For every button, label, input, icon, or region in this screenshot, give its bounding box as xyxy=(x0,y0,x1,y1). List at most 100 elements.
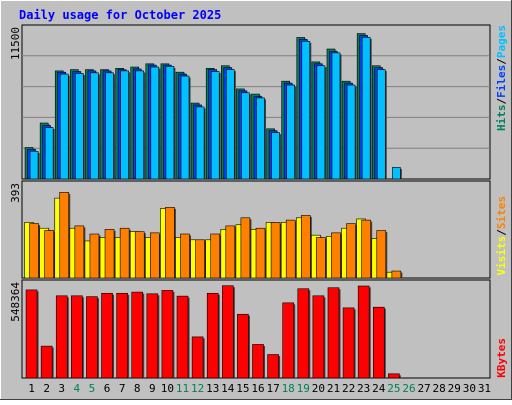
x-tick-label-day-4: 4 xyxy=(74,382,81,395)
bar-pages-day-18 xyxy=(286,84,295,180)
legend-part: Sites xyxy=(495,196,508,229)
bar-kbytes-day-8 xyxy=(131,291,144,379)
x-tick-label-day-3: 3 xyxy=(58,382,65,395)
bar-kbytes-day-19 xyxy=(297,288,310,379)
bar-sites-day-16 xyxy=(255,227,266,279)
bar-kbytes-day-20 xyxy=(312,295,325,379)
x-tick-label-day-2: 2 xyxy=(43,382,50,395)
x-tick-label-day-9: 9 xyxy=(149,382,156,395)
bar-kbytes-day-10 xyxy=(161,290,174,379)
x-tick-label-day-20: 20 xyxy=(312,382,325,395)
legend-part: / xyxy=(495,58,508,65)
bar-kbytes-day-13 xyxy=(206,292,219,379)
bar-kbytes-day-9 xyxy=(146,293,159,379)
bar-marks xyxy=(24,33,403,379)
bar-pages-day-8 xyxy=(135,70,145,180)
bar-kbytes-day-1 xyxy=(25,289,38,379)
legend-part: / xyxy=(495,98,508,105)
x-tick-label-day-23: 23 xyxy=(357,382,370,395)
bar-pages-day-21 xyxy=(331,52,341,180)
x-tick-label-day-13: 13 xyxy=(206,382,219,395)
y-max-label-hits: 11500 xyxy=(9,27,22,60)
bar-pages-day-9 xyxy=(150,66,160,180)
bar-sites-day-6 xyxy=(104,229,115,279)
bar-kbytes-day-23 xyxy=(357,285,370,379)
bar-kbytes-day-4 xyxy=(71,295,83,379)
x-tick-label-day-16: 16 xyxy=(251,382,264,395)
legend-part: Pages xyxy=(495,25,508,58)
bar-pages-day-13 xyxy=(210,71,220,180)
bar-pages-day-25 xyxy=(392,167,401,180)
x-tick-label-day-26: 26 xyxy=(402,382,415,395)
bar-pages-day-5 xyxy=(90,72,99,180)
bar-kbytes-day-7 xyxy=(116,292,128,379)
bar-sites-day-14 xyxy=(225,225,236,279)
bar-pages-day-6 xyxy=(105,72,114,180)
x-tick-label-day-14: 14 xyxy=(221,382,235,395)
x-tick-label-day-1: 1 xyxy=(28,382,35,395)
x-tick-label-day-29: 29 xyxy=(448,382,461,395)
bar-sites-day-22 xyxy=(346,223,356,279)
x-tick-label-day-11: 11 xyxy=(176,382,189,395)
bar-sites-day-2 xyxy=(44,230,54,279)
y-axis-labels: 11500 393 548364 xyxy=(9,27,22,322)
legend-part: / xyxy=(495,229,508,236)
bar-kbytes-day-11 xyxy=(176,295,189,379)
bar-kbytes-day-18 xyxy=(282,302,294,379)
legend-label-panel-3: KBytes xyxy=(495,338,508,378)
bar-pages-day-1 xyxy=(29,151,39,180)
x-tick-label-day-19: 19 xyxy=(297,382,310,395)
bar-kbytes-day-22 xyxy=(342,307,355,379)
bar-sites-day-10 xyxy=(165,207,175,279)
x-tick-label-day-17: 17 xyxy=(266,382,279,395)
bar-pages-day-14 xyxy=(226,69,235,180)
x-tick-label-day-8: 8 xyxy=(134,382,141,395)
bar-sites-day-3 xyxy=(59,192,70,279)
bar-sites-day-11 xyxy=(180,233,190,279)
bar-sites-day-7 xyxy=(119,227,130,279)
bar-kbytes-day-6 xyxy=(101,292,113,379)
bar-sites-day-15 xyxy=(240,217,251,279)
bar-kbytes-day-12 xyxy=(191,336,204,379)
bar-sites-day-12 xyxy=(195,239,205,279)
bar-kbytes-day-21 xyxy=(327,287,340,379)
bar-kbytes-day-3 xyxy=(55,295,68,379)
x-tick-label-day-15: 15 xyxy=(236,382,249,395)
bar-kbytes-day-24 xyxy=(372,306,385,379)
y-max-label-visits: 393 xyxy=(9,183,22,203)
y-max-label-kbytes: 548364 xyxy=(9,282,22,322)
bar-sites-day-1 xyxy=(29,223,39,279)
x-tick-label-day-24: 24 xyxy=(372,382,386,395)
legend-label-panel-2: Visits/Sites xyxy=(495,196,508,276)
bar-pages-day-10 xyxy=(165,66,175,180)
bar-pages-day-22 xyxy=(346,84,356,180)
x-axis-labels: 1 2 3 4 5 6 7 8 9 10 11 12 13 14 15 16 17 18 19 20 21 22 23 24 2… xyxy=(28,382,491,395)
x-tick-label-day-18: 18 xyxy=(282,382,295,395)
x-tick-label-day-12: 12 xyxy=(191,382,204,395)
bar-pages-day-7 xyxy=(120,70,129,180)
bar-sites-day-4 xyxy=(74,225,85,279)
bar-sites-day-20 xyxy=(316,237,326,279)
x-tick-label-day-30: 30 xyxy=(463,382,476,395)
x-tick-label-day-27: 27 xyxy=(417,382,430,395)
bar-kbytes-day-17 xyxy=(267,354,279,379)
bar-pages-day-23 xyxy=(361,37,371,180)
x-tick-label-day-25: 25 xyxy=(387,382,400,395)
legend-part: Files xyxy=(495,65,508,98)
legend-part: Hits xyxy=(495,105,508,132)
bar-kbytes-day-15 xyxy=(237,313,249,379)
x-tick-label-day-10: 10 xyxy=(161,382,174,395)
x-tick-label-day-31: 31 xyxy=(478,382,491,395)
chart-title: Daily usage for October 2025 xyxy=(19,8,221,22)
bar-sites-day-17 xyxy=(270,222,281,279)
bar-pages-day-19 xyxy=(301,40,311,180)
legend-part: KBytes xyxy=(495,338,508,378)
bar-sites-day-18 xyxy=(285,219,296,279)
bar-pages-day-24 xyxy=(376,69,386,180)
bar-pages-day-3 xyxy=(59,73,69,180)
bar-sites-day-9 xyxy=(150,232,160,279)
bar-pages-day-20 xyxy=(316,65,326,180)
